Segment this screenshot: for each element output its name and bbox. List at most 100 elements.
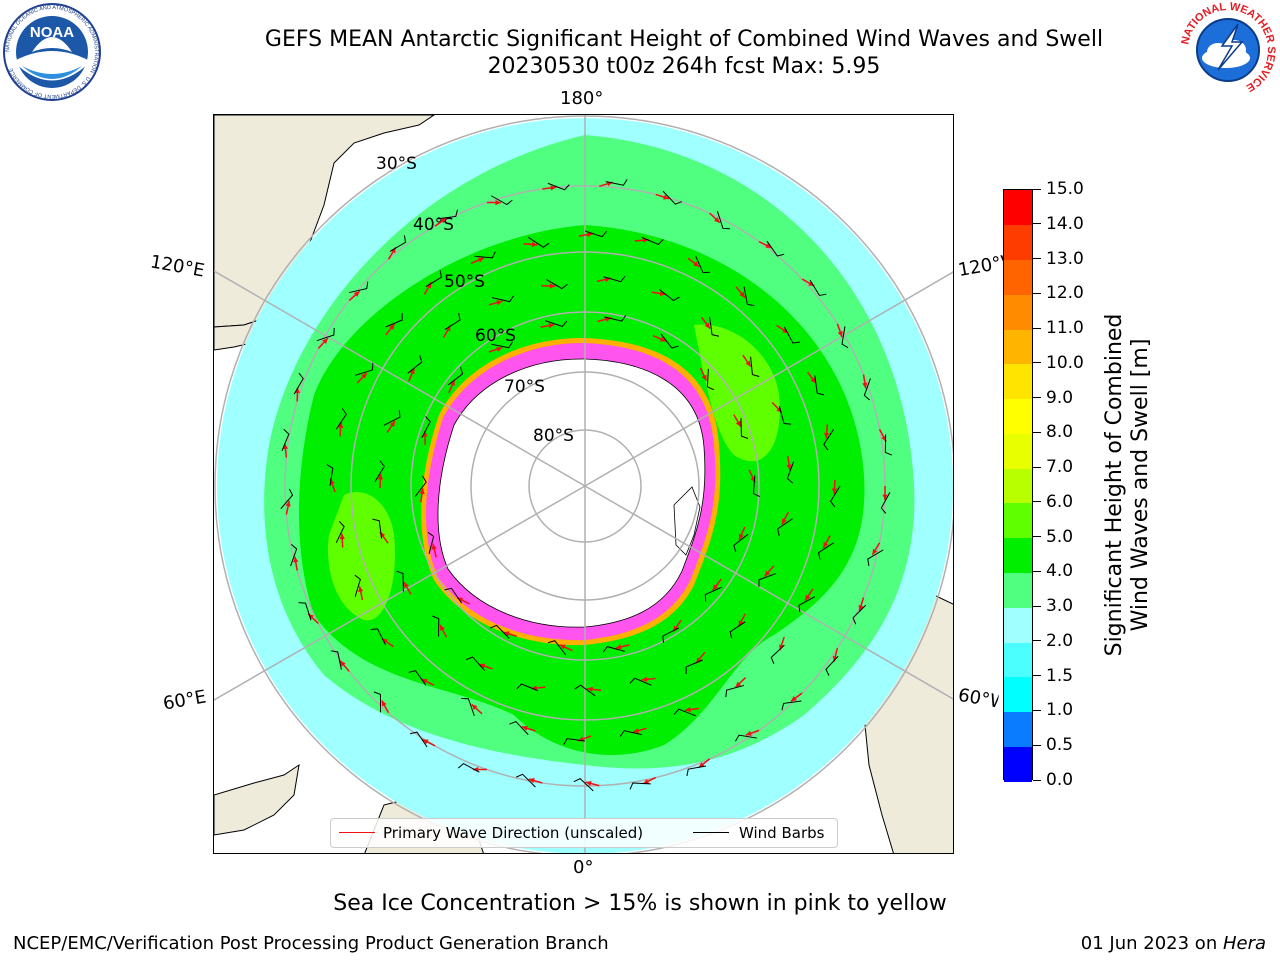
colorbar-tick	[1033, 431, 1041, 433]
wind-barb	[546, 279, 568, 290]
wave-arrow-head	[495, 199, 501, 206]
wave-arrow-head	[701, 374, 707, 381]
wave-arrow-head	[862, 382, 868, 389]
wind-barb	[629, 782, 651, 790]
wind-barb	[547, 182, 570, 191]
lon-label-120w: 120°W	[956, 251, 1008, 282]
wave-arrow-head	[712, 584, 719, 591]
noaa-logo: NOAA NATIONAL OCEANIC AND ATMOSPHERIC AD…	[3, 3, 101, 101]
wind-barb	[829, 485, 841, 508]
wind-barb	[574, 684, 596, 697]
colorbar-tick-label: 1.5	[1046, 665, 1074, 686]
wind-barb	[316, 327, 335, 342]
lat-label-60s: 60°S	[475, 326, 516, 346]
legend-wave-line	[339, 832, 375, 833]
wave-arrow-head	[587, 686, 593, 692]
wave-arrow-head	[282, 443, 289, 450]
wind-barb	[750, 356, 760, 377]
colorbar-segment	[1004, 676, 1032, 713]
wind-barbs	[280, 179, 893, 792]
footer-date-text: 01 Jun 2023 on	[1080, 933, 1223, 954]
wind-barb	[489, 624, 510, 639]
wind-barb	[444, 587, 463, 604]
lon-label-180: 180°	[560, 88, 604, 109]
colorbar-title-line1: Significant Height of Combined	[1102, 313, 1127, 657]
wind-barb	[770, 644, 785, 665]
legend-barb-line	[693, 832, 729, 833]
wave-arrow-head	[548, 323, 555, 329]
wind-barb	[330, 650, 342, 670]
wave-arrows	[282, 181, 888, 787]
wave-arrow-head	[439, 624, 445, 631]
colorbar-tick-label: 2.0	[1046, 630, 1074, 651]
wind-barb	[605, 179, 628, 186]
wave-arrow-head	[293, 556, 299, 563]
colorbar-segment	[1004, 398, 1032, 434]
footer-machine: Hera	[1222, 933, 1266, 954]
wind-barb	[490, 195, 513, 206]
wind-barb	[603, 275, 626, 283]
wave-arrow-head	[503, 631, 510, 637]
wave-arrow-head	[496, 346, 503, 352]
legend-barb-label: Wind Barbs	[739, 824, 825, 842]
wind-barb	[658, 289, 680, 302]
colorbar-tick-label: 3.0	[1046, 596, 1074, 617]
wave-arrow-head	[353, 291, 360, 297]
wind-barb	[374, 460, 385, 483]
wind-barb	[407, 355, 423, 374]
colorbar-tick	[1033, 397, 1041, 399]
wave-arrow-head	[449, 380, 455, 387]
wave-arrow-head	[419, 488, 425, 495]
wave-arrow-head	[831, 488, 838, 494]
colorbar-segment	[1004, 537, 1032, 573]
wind-barb	[662, 627, 680, 644]
wind-barb	[704, 586, 722, 602]
wind-barb	[410, 731, 428, 748]
wave-arrow-head	[431, 543, 437, 550]
wind-barb	[408, 670, 427, 686]
colorbar-tick-label: 10.0	[1046, 352, 1084, 373]
wind-barb	[662, 190, 683, 205]
wind-barb	[335, 408, 347, 430]
wave-arrow-head	[735, 681, 742, 688]
wave-arrow-head	[322, 338, 328, 344]
wind-barb	[372, 518, 383, 539]
wave-arrow-head	[745, 730, 752, 736]
wave-arrow-head	[641, 676, 648, 682]
wind-barb	[563, 738, 586, 746]
wind-barb	[335, 521, 345, 543]
wind-barb	[355, 362, 374, 376]
wind-barb	[777, 518, 793, 536]
wind-barb	[490, 341, 513, 349]
colorbar-segment	[1004, 190, 1032, 226]
wind-barb	[798, 596, 816, 613]
wave-arrow-head	[559, 644, 566, 650]
wind-barb	[695, 256, 711, 274]
colorbar-tick	[1033, 536, 1041, 538]
wave-arrow-head	[704, 322, 710, 329]
wind-barb	[880, 492, 891, 514]
wind-barb	[729, 621, 746, 639]
colorbar-tick-label: 4.0	[1046, 561, 1074, 582]
wave-arrow-head	[837, 331, 843, 338]
lat-label-50s: 50°S	[444, 272, 485, 292]
wind-barb	[528, 236, 550, 248]
footer-date: 01 Jun 2023 on Hera	[1081, 933, 1266, 954]
wind-barb	[444, 313, 461, 331]
wave-arrow-head	[765, 243, 772, 248]
wind-barb	[461, 698, 475, 716]
wind-barb	[884, 434, 893, 456]
wave-arrow-head	[377, 474, 383, 480]
wave-arrow-head	[790, 696, 797, 702]
map-panel: 30°S 40°S 50°S 60°S 70°S 80°S	[213, 114, 954, 854]
lat-label-70s: 70°S	[504, 377, 545, 397]
wave-arrow-head	[479, 663, 486, 669]
wave-arrow-head	[531, 241, 538, 248]
colorbar-segment	[1004, 641, 1032, 678]
lat-label-30s: 30°S	[376, 154, 417, 174]
colorbar-tick	[1033, 501, 1041, 503]
colorbar-tick	[1033, 570, 1041, 572]
legend-wave-label: Primary Wave Direction (unscaled)	[383, 824, 644, 842]
colorbar-tick	[1033, 188, 1041, 190]
wind-barb	[421, 416, 431, 438]
